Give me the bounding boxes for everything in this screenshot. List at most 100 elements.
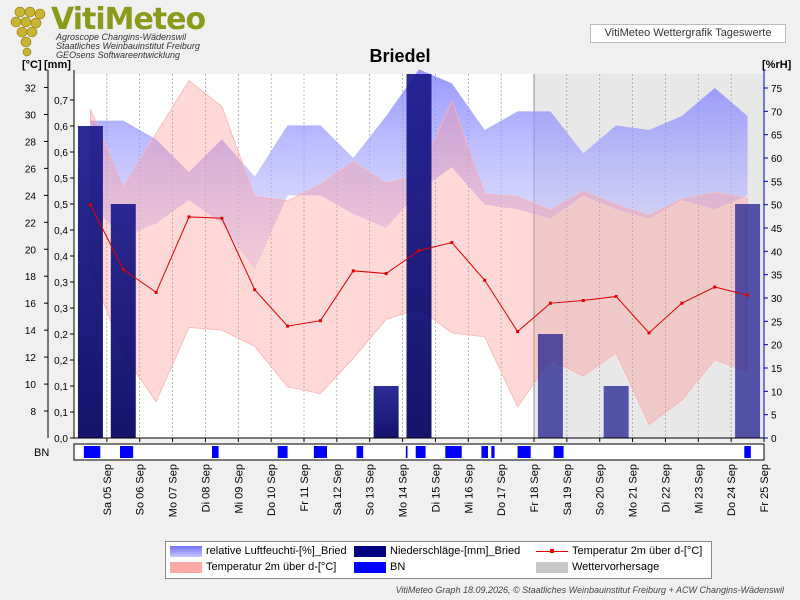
precip-bar (735, 204, 761, 438)
x-tick-label: Mi 09 Sep (233, 464, 245, 514)
temperature-point (187, 215, 191, 219)
temp-tick-label: 10 (25, 380, 37, 391)
rh-axis-label: [%rH] (762, 59, 792, 71)
temperature-point (351, 269, 355, 273)
rh-tick-label: 0 (771, 434, 777, 445)
precip-tick-label: 0,6 (54, 122, 68, 133)
logo-sub3: GEOsens Softwareentwicklung (56, 50, 181, 60)
temperature-point (88, 203, 92, 207)
temperature-point (483, 278, 487, 282)
x-tick-label: So 06 Sep (135, 464, 147, 515)
bn-mark (744, 446, 751, 458)
legend: relative Luftfeuchti-[%]_Bried Niedersch… (165, 541, 712, 579)
precip-bar (110, 204, 136, 438)
bn-mark (445, 446, 462, 458)
precip-tick-label: 0,1 (54, 408, 68, 419)
temperature-point (384, 272, 388, 276)
rh-tick-label: 65 (771, 131, 783, 142)
temp-axis-label: [°C] (22, 59, 42, 71)
rh-tick-label: 75 (771, 84, 783, 95)
precip-tick-label: 0,7 (54, 96, 68, 107)
bn-mark (212, 446, 219, 458)
precip-bar (603, 386, 629, 438)
bn-mark (415, 446, 426, 458)
x-tick-label: Mo 07 Sep (168, 464, 180, 517)
precip-axis-label: [mm] (44, 59, 71, 71)
temperature-point (450, 241, 454, 245)
temp-tick-label: 24 (25, 191, 37, 202)
bn-mark (553, 446, 564, 458)
precip-tick-label: 0,1 (54, 382, 68, 393)
footer-credit: VitiMeteo Graph 18.09.2026, © Staatliche… (395, 585, 784, 595)
temperature-point (417, 249, 421, 253)
x-tick-label: Sa 05 Sep (102, 464, 114, 515)
x-tick-label: Di 08 Sep (200, 464, 212, 512)
temp-tick-label: 16 (25, 299, 37, 310)
precip-tick-label: 0,3 (54, 278, 68, 289)
temperature-point (647, 331, 651, 335)
logo: VitiMeteo Agroscope Changins-Wädenswil S… (6, 2, 206, 60)
temp-tick-label: 12 (25, 353, 37, 364)
temperature-point (154, 290, 158, 294)
temp-tick-label: 28 (25, 137, 37, 148)
x-tick-label: Do 10 Sep (266, 464, 278, 516)
rh-tick-label: 15 (771, 364, 783, 375)
x-tick-label: Fr 18 Sep (529, 464, 541, 512)
bn-mark (405, 446, 408, 458)
temp-tick-label: 30 (25, 110, 37, 121)
temperature-point (581, 298, 585, 302)
temperature-point (746, 293, 750, 297)
precip-tick-label: 0,5 (54, 200, 68, 211)
temp-tick-label: 20 (25, 245, 37, 256)
bn-mark (120, 446, 134, 458)
temperature-point (713, 285, 717, 289)
grape-icon (10, 6, 46, 57)
precip-tick-label: 0,6 (54, 148, 68, 159)
chart-title: Briedel (369, 46, 431, 66)
bn-mark (481, 446, 488, 458)
precip-bar (406, 74, 432, 438)
bn-mark (277, 446, 288, 458)
product-label: VitiMeteo Wettergrafik Tageswerte (590, 24, 786, 43)
x-tick-label: Fr 11 Sep (299, 464, 311, 512)
temperature-point (286, 324, 290, 328)
temperature-point (680, 301, 684, 305)
bn-mark (83, 446, 101, 458)
x-tick-label: Sa 12 Sep (332, 464, 344, 515)
precip-tick-label: 0,2 (54, 356, 68, 367)
rh-tick-label: 45 (771, 224, 783, 235)
rh-tick-label: 40 (771, 247, 783, 258)
temp-tick-label: 26 (25, 164, 37, 175)
precip-tick-label: 0,2 (54, 330, 68, 341)
x-tick-label: Mi 16 Sep (463, 464, 475, 514)
logo-sub2: Staatliches Weinbauinstitut Freiburg (56, 41, 200, 51)
x-tick-label: Fr 25 Sep (759, 464, 771, 512)
rh-tick-label: 30 (771, 294, 783, 305)
rh-tick-label: 35 (771, 271, 783, 282)
rh-tick-label: 60 (771, 154, 783, 165)
rh-tick-label: 55 (771, 177, 783, 188)
x-tick-label: Di 15 Sep (430, 464, 442, 512)
x-tick-label: Do 24 Sep (726, 464, 738, 516)
x-tick-label: Di 22 Sep (660, 464, 672, 512)
rh-tick-label: 10 (771, 387, 783, 398)
temperature-point (318, 319, 322, 323)
logo-sub1: Agroscope Changins-Wädenswil (56, 32, 187, 42)
bn-label: BN (34, 447, 49, 459)
bn-mark (517, 446, 531, 458)
temp-tick-label: 14 (25, 326, 37, 337)
rh-tick-label: 20 (771, 341, 783, 352)
x-tick-label: Mo 14 Sep (398, 464, 410, 517)
x-tick-label: So 20 Sep (595, 464, 607, 515)
temp-tick-label: 8 (30, 407, 36, 418)
x-tick-label: Mi 23 Sep (693, 464, 705, 514)
rh-tick-label: 25 (771, 317, 783, 328)
precip-tick-label: 0,0 (54, 434, 68, 445)
temperature-point (614, 294, 618, 298)
rh-tick-label: 5 (771, 411, 777, 422)
precip-tick-label: 0,4 (54, 226, 68, 237)
precip-bar (77, 126, 103, 438)
bn-mark (356, 446, 364, 458)
logo-title: VitiMeteo (51, 2, 206, 37)
precip-bar (373, 386, 399, 438)
